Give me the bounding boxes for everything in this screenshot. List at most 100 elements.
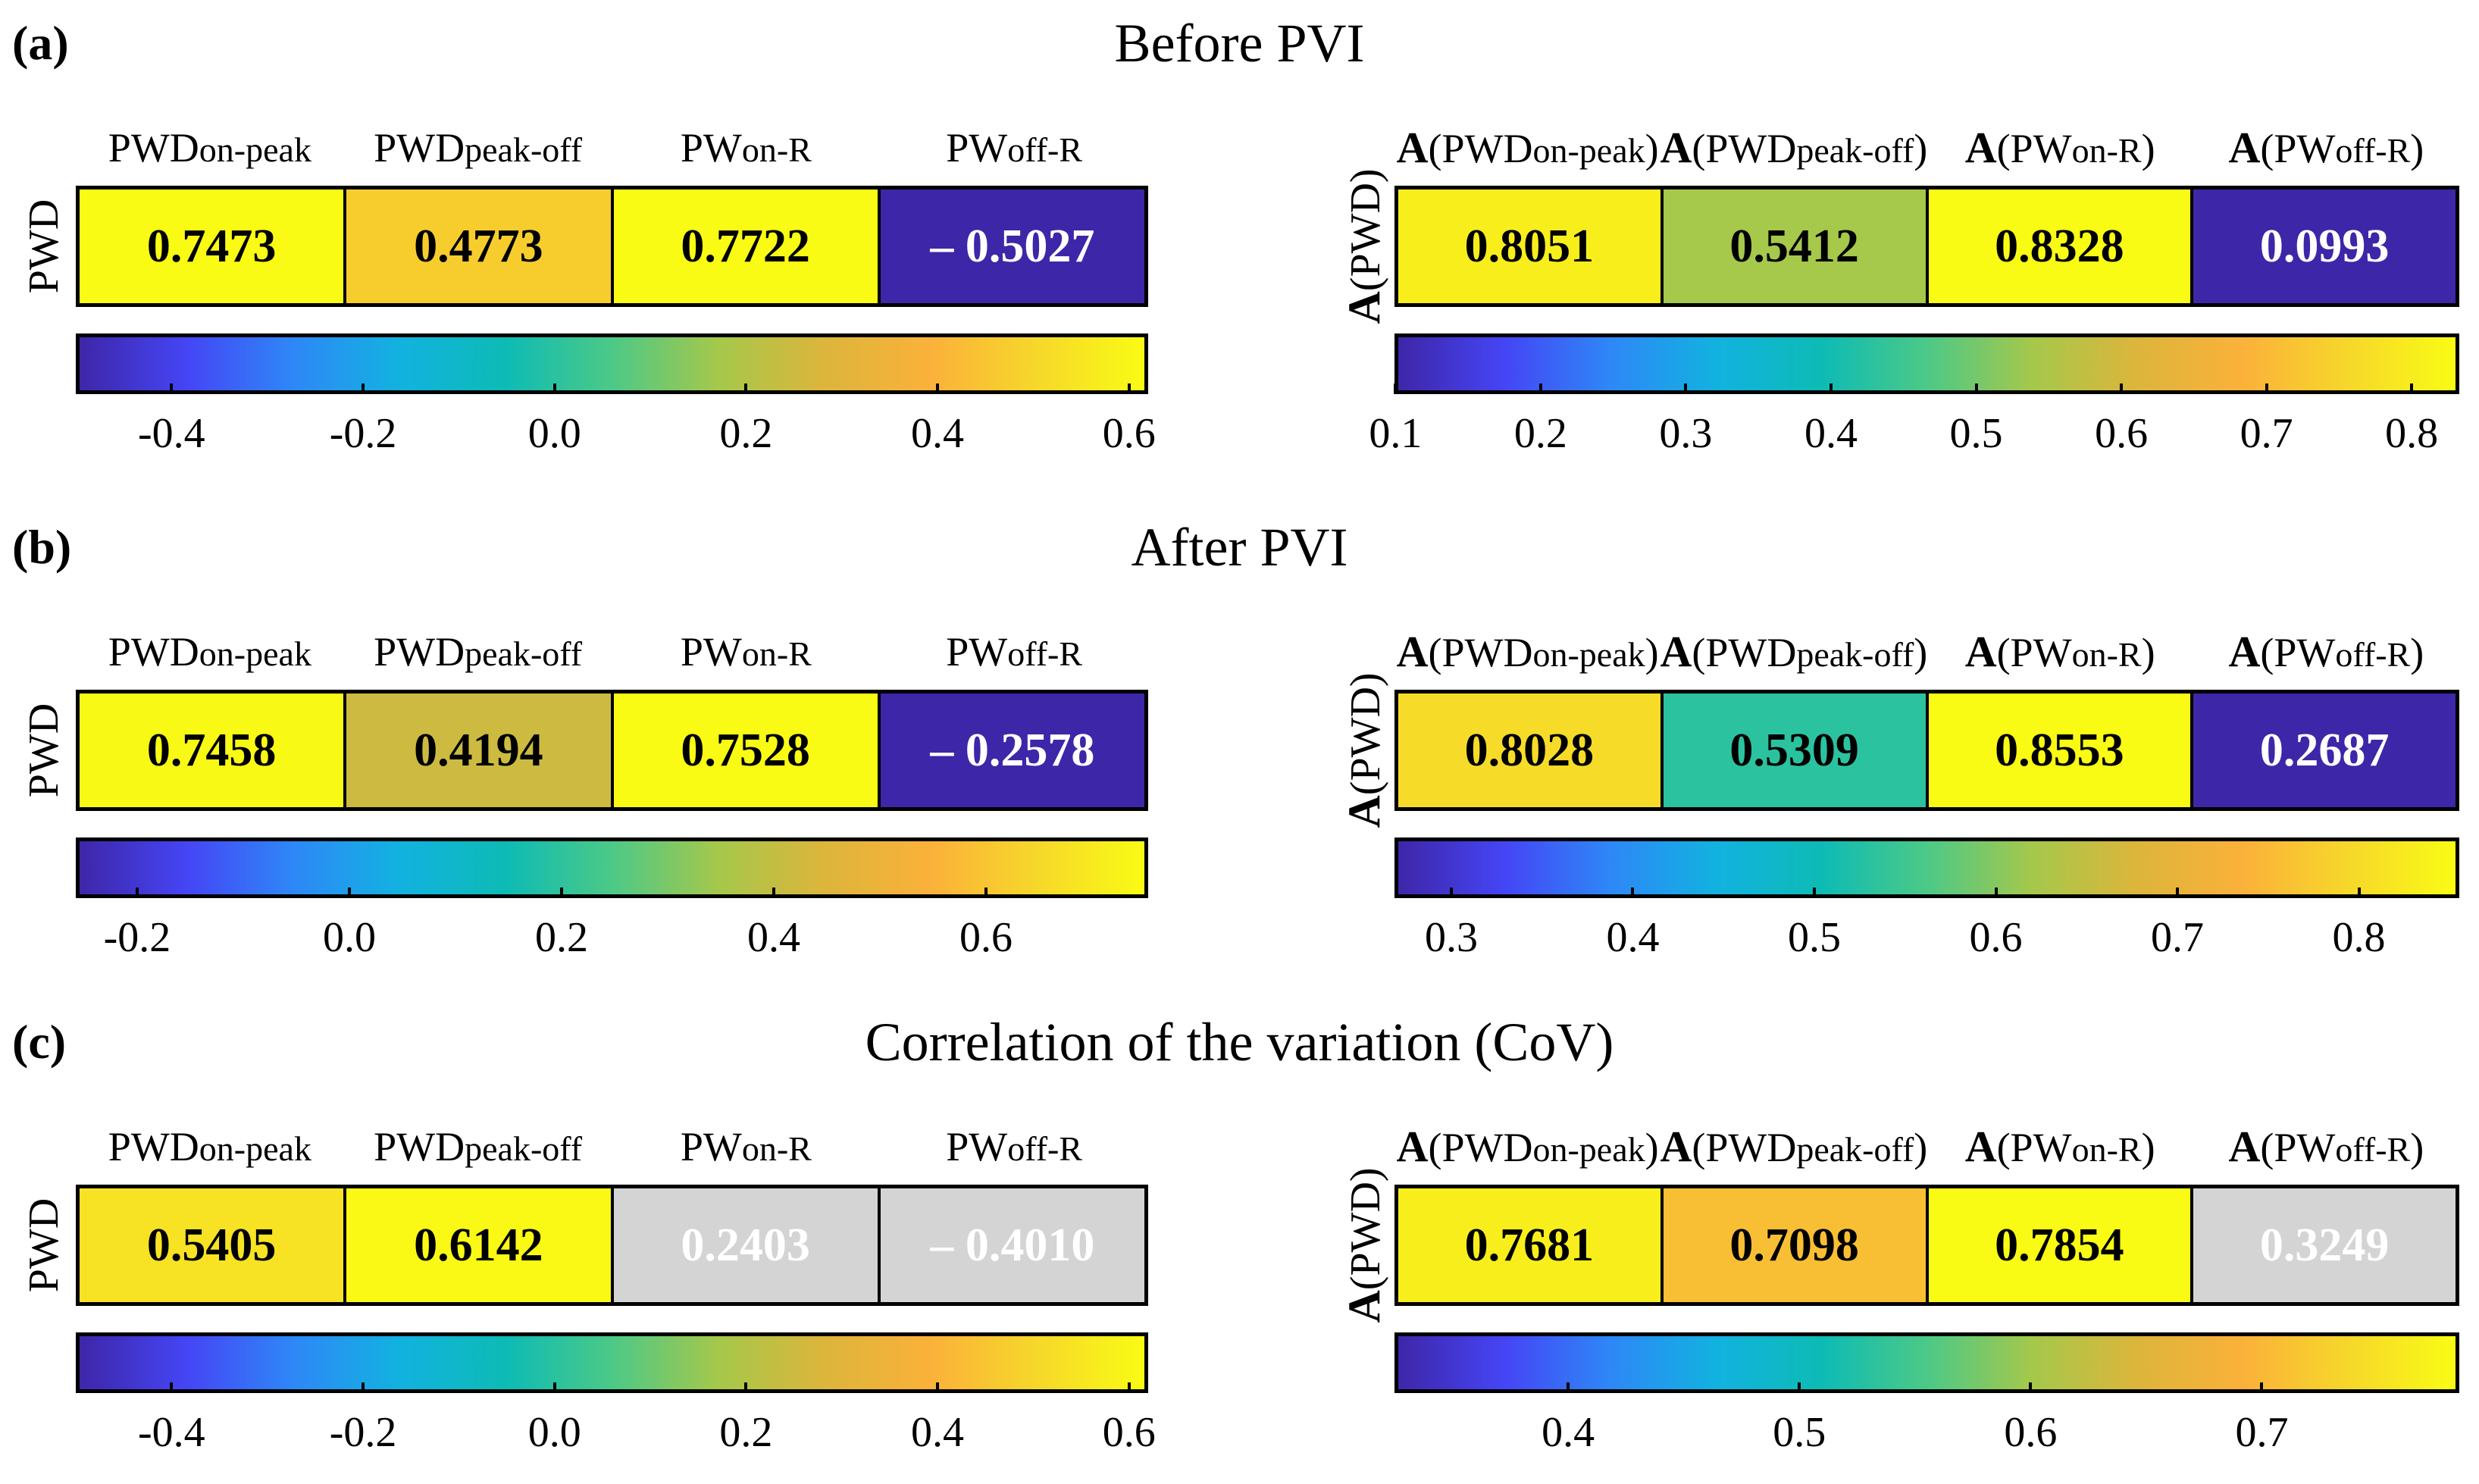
tick-label: 0.7 xyxy=(2235,1409,2289,1456)
column-header-main: (PW xyxy=(1996,630,2072,675)
column-header-end: ) xyxy=(1914,630,1928,675)
tick-mark xyxy=(744,384,748,394)
column-header: PWDpeak-off xyxy=(329,1113,628,1181)
tick-mark xyxy=(2410,384,2414,394)
colorbar-ticks: -0.4 -0.2 0.0 0.2 0.4 0.6 xyxy=(76,1382,1156,1469)
heatmap-cell: 0.4194 xyxy=(343,693,611,807)
column-header-main: (PWD xyxy=(1428,1125,1533,1170)
column-header-sub: peak-off xyxy=(1796,1130,1914,1169)
tick-mark xyxy=(1394,384,1398,394)
tick-mark xyxy=(1538,384,1542,394)
column-header: A(PWDpeak-off) xyxy=(1645,1113,1942,1181)
heatmap-row: 0.7473 0.4773 0.7722– 0.5027 xyxy=(76,186,1148,307)
tick-mark xyxy=(936,384,940,394)
tick-label: 0.4 xyxy=(911,410,965,457)
tick-mark xyxy=(1813,888,1816,898)
apwd-heatmap: A(PWDon-peak) A(PWDpeak-off) A(PWon-R) A(PW… xyxy=(1394,1113,2459,1476)
column-header: PWon-R xyxy=(597,618,896,686)
column-header-main: (PW xyxy=(2260,126,2336,171)
pwd-heatmap: PWDon-peak PWDpeak-off PWon-R PWoff-R 0.7473… xyxy=(76,114,1156,477)
column-header-main: (PWD xyxy=(1692,126,1797,171)
heatmap-cell: 0.4773 xyxy=(343,189,611,303)
column-header-prefix: A xyxy=(1964,627,1997,676)
column-header-sub: on-R xyxy=(2071,635,2142,674)
tick-label: 0.6 xyxy=(2004,1409,2058,1456)
heatmap-cell: 0.7854 xyxy=(1925,1188,2191,1302)
column-header-sub: peak-off xyxy=(1796,131,1914,170)
column-header-sub: off-R xyxy=(1007,1129,1083,1168)
heatmap-cell: 0.2687 xyxy=(2190,693,2456,807)
tick-label: 0.8 xyxy=(2332,914,2386,961)
column-header-sub: on-peak xyxy=(1532,131,1645,170)
tick-label: 0.2 xyxy=(1513,410,1567,457)
tick-mark xyxy=(2120,384,2124,394)
column-header: A(PWDpeak-off) xyxy=(1645,114,1942,182)
tick-label: 0.6 xyxy=(1969,914,2023,961)
column-header: PWon-R xyxy=(597,114,896,182)
tick-label: 0.4 xyxy=(1542,1409,1595,1456)
heatmap-cell: 0.8328 xyxy=(1925,189,2191,303)
column-header-main: PW xyxy=(680,125,742,171)
column-header-prefix: A xyxy=(1660,1122,1692,1171)
column-header-prefix: A xyxy=(1964,1122,1997,1171)
column-header-main: (PW xyxy=(2260,1125,2336,1170)
heatmap-row: 0.8051 0.5412 0.8328 0.0993 xyxy=(1394,186,2459,307)
y-axis-label-text: PWD xyxy=(20,199,67,294)
column-header-sub: on-R xyxy=(2071,1130,2142,1169)
heatmap-cell: – 0.4010 xyxy=(877,1188,1144,1302)
column-header-main: PWD xyxy=(374,1124,465,1169)
column-header-sub: on-R xyxy=(2071,131,2142,170)
tick-mark xyxy=(1127,384,1131,394)
heatmap-row: 0.7681 0.7098 0.7854 0.3249 xyxy=(1394,1185,2459,1306)
y-axis-label-prefix: A xyxy=(1339,291,1389,324)
tick-label: 0.5 xyxy=(1788,914,1841,961)
column-header-sub: on-peak xyxy=(1532,635,1645,674)
tick-mark xyxy=(2357,888,2361,898)
y-axis-label: PWD xyxy=(17,1132,70,1359)
panel-a: (a) Before PVI PWDon-peak PWDpeak-off PWon-R… xyxy=(0,0,2479,485)
column-header: PWDpeak-off xyxy=(329,618,628,686)
column-header-main: PW xyxy=(680,1124,742,1169)
tick-label: 0.3 xyxy=(1424,914,1478,961)
colorbar-ticks: -0.4 -0.2 0.0 0.2 0.4 0.6 xyxy=(76,384,1156,470)
tick-label: 0.4 xyxy=(1606,914,1660,961)
heatmap-cell: – 0.5027 xyxy=(877,189,1144,303)
column-header-end: ) xyxy=(2410,630,2424,675)
tick-mark xyxy=(1829,384,1833,394)
column-headers: A(PWDon-peak) A(PWDpeak-off) A(PWon-R) A(PW… xyxy=(1394,618,2459,686)
tick-mark xyxy=(1127,1382,1131,1393)
heatmap-cell: 0.8028 xyxy=(1398,693,1660,807)
tick-label: 0.7 xyxy=(2151,914,2205,961)
tick-label: 0.4 xyxy=(747,914,801,961)
column-header-sub: on-R xyxy=(741,1129,812,1168)
tick-label: 0.4 xyxy=(1804,410,1858,457)
column-header-main: PWD xyxy=(374,125,465,171)
tick-label: 0.8 xyxy=(2385,410,2439,457)
tick-mark xyxy=(1684,384,1688,394)
column-header-sub: on-peak xyxy=(199,1129,311,1168)
heatmap-cell: 0.7681 xyxy=(1398,1188,1660,1302)
tick-mark xyxy=(559,888,563,898)
column-headers: A(PWDon-peak) A(PWDpeak-off) A(PWon-R) A(PW… xyxy=(1394,1113,2459,1181)
column-header: A(PWDon-peak) xyxy=(1379,114,1676,182)
column-header-end: ) xyxy=(2141,126,2155,171)
column-header-sub: on-peak xyxy=(1532,1130,1645,1169)
column-header-sub: on-peak xyxy=(199,130,311,169)
column-header: A(PWDpeak-off) xyxy=(1645,618,1942,686)
panel-c: (c) Correlation of the variation (CoV) PWD… xyxy=(0,999,2479,1484)
heatmap-cell: 0.5405 xyxy=(80,1188,344,1302)
tick-mark xyxy=(2265,384,2268,394)
heatmap-cell: 0.7528 xyxy=(610,693,878,807)
tick-mark xyxy=(744,1382,748,1393)
column-header-prefix: A xyxy=(1964,123,1997,172)
tick-mark xyxy=(1994,888,1998,898)
tick-mark xyxy=(2176,888,2180,898)
y-axis-label-prefix: A xyxy=(1339,1290,1389,1323)
heatmap-cell: 0.5412 xyxy=(1660,189,1926,303)
column-header-sub: peak-off xyxy=(465,130,583,169)
tick-label: 0.2 xyxy=(719,1409,773,1456)
tick-mark xyxy=(170,384,174,394)
column-header-sub: on-peak xyxy=(199,634,311,673)
y-axis-label-text: PWD xyxy=(20,703,67,798)
panel-title: Correlation of the variation (CoV) xyxy=(865,1012,1614,1072)
